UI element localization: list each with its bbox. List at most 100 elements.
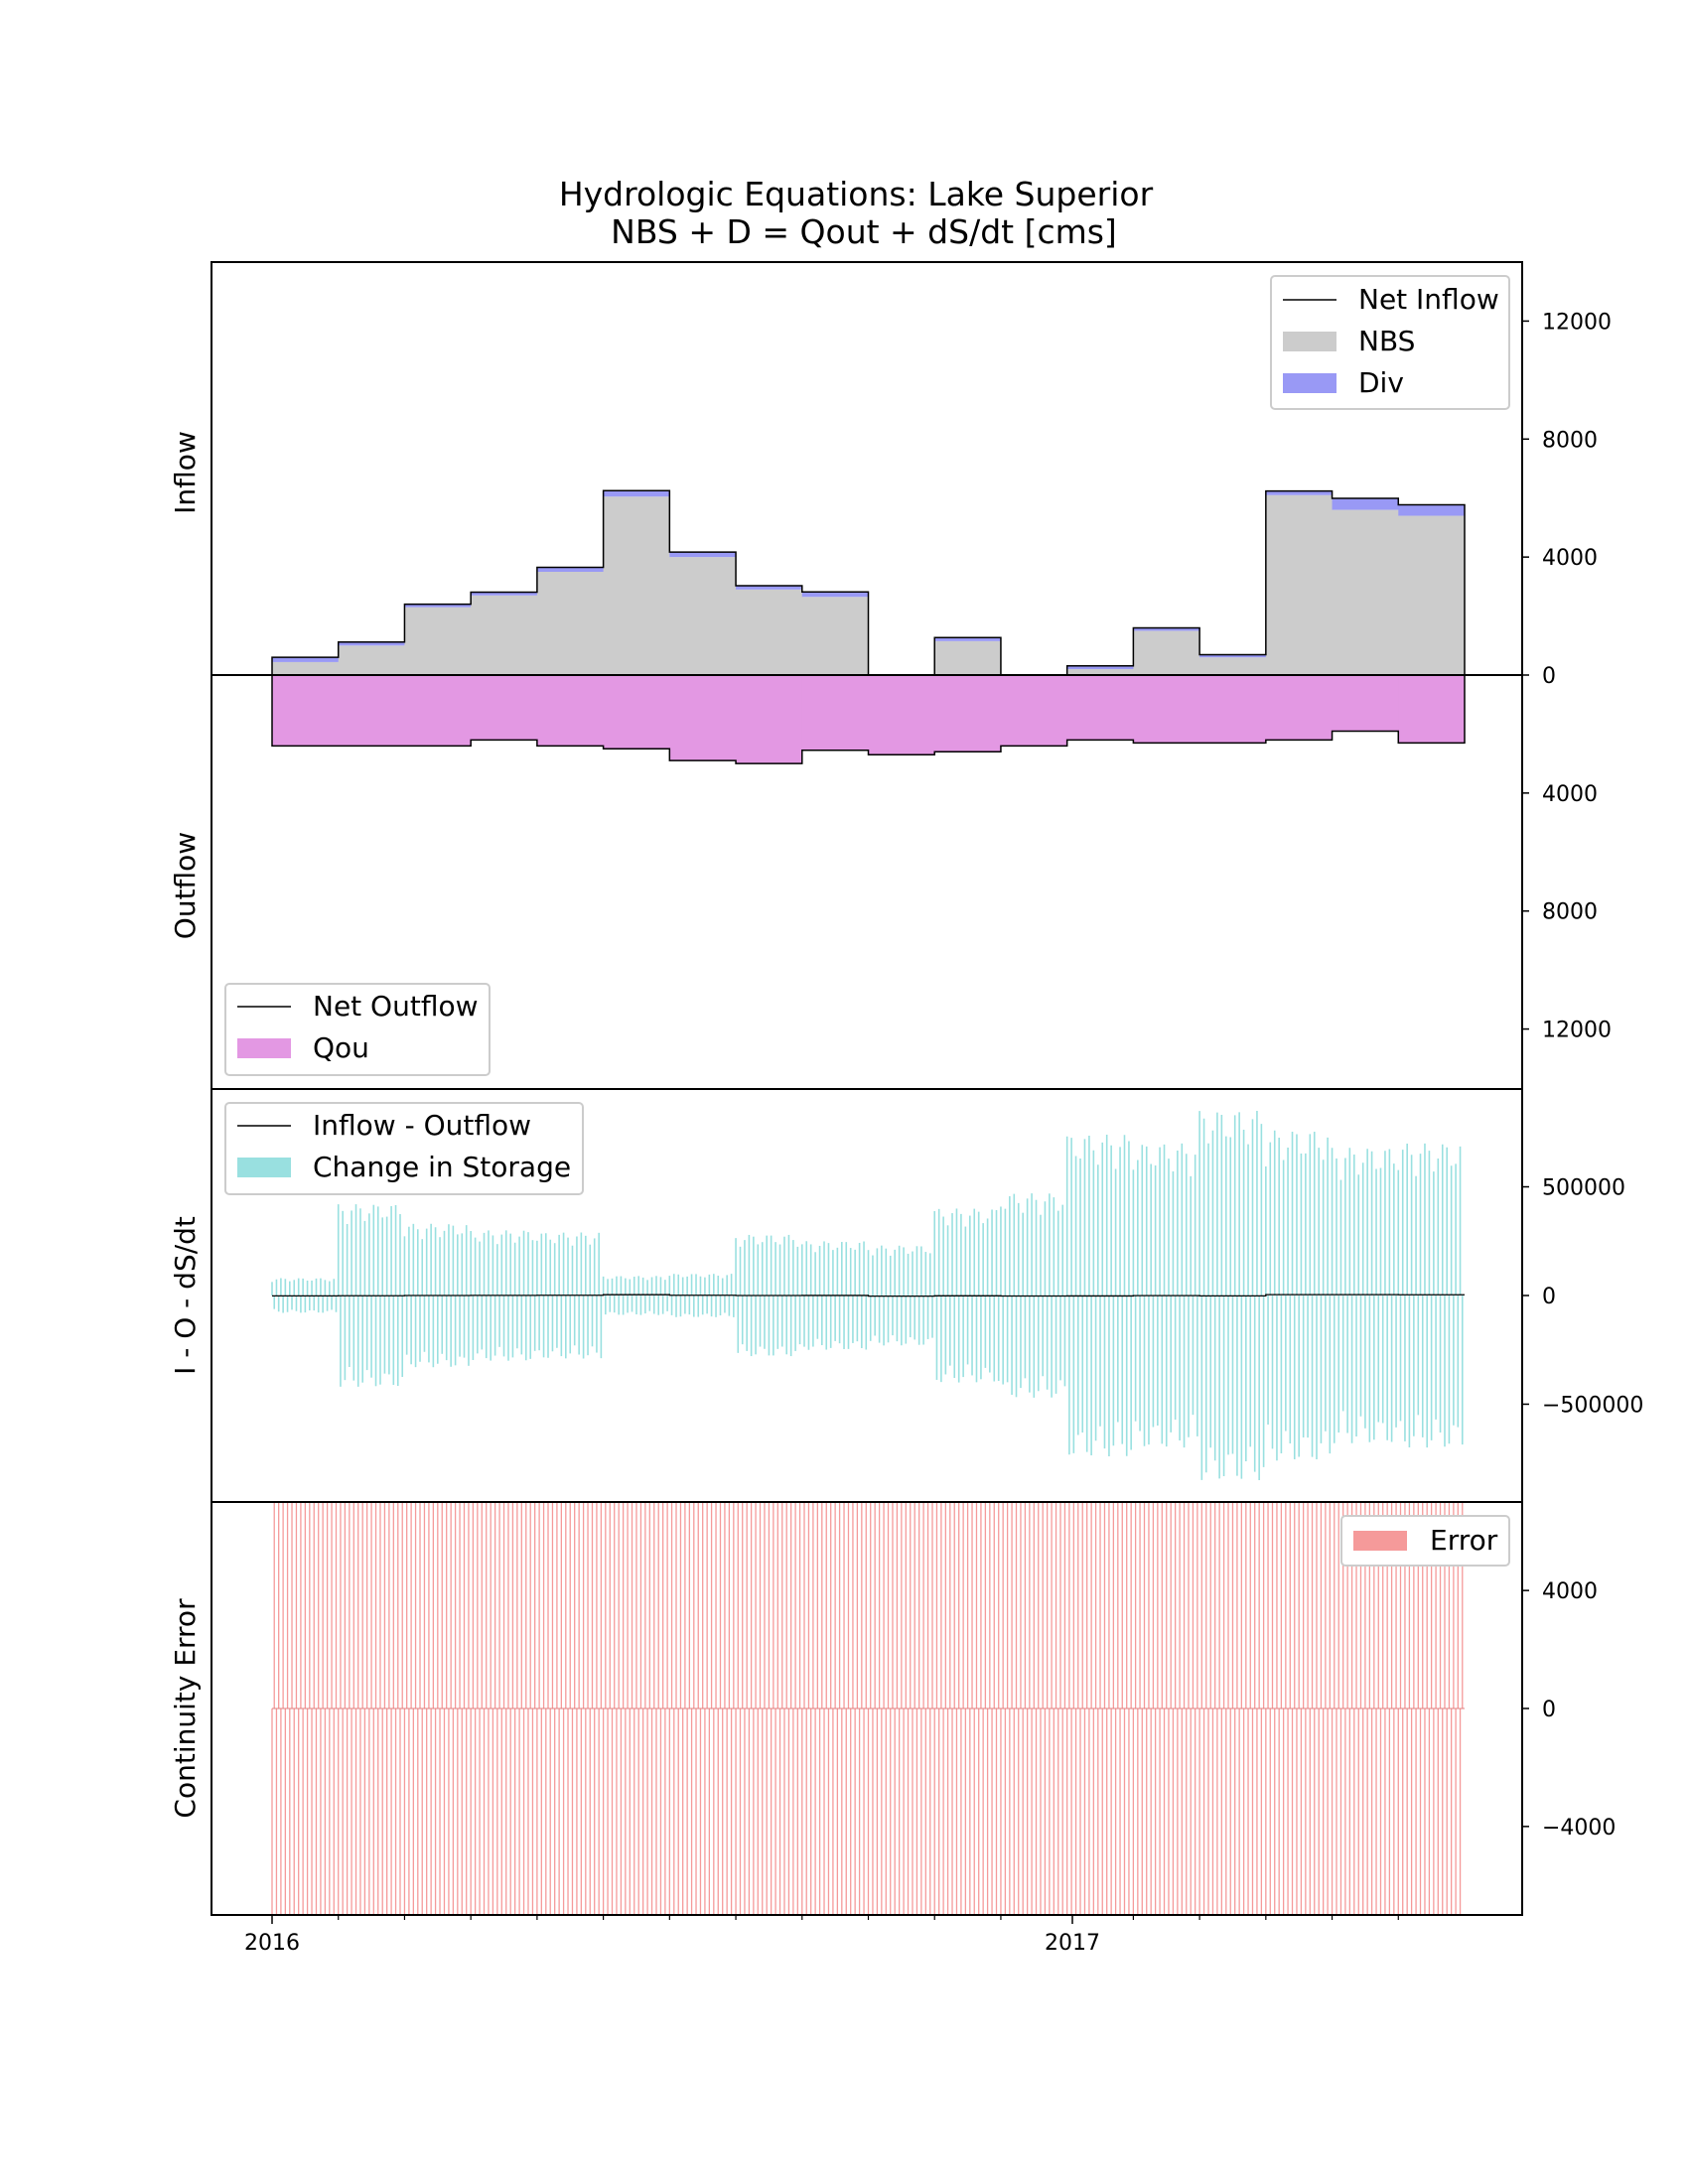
nbs-bar [272,661,340,675]
qou-bar [934,675,1002,752]
nbs-bar [801,597,869,675]
legend-outflow: Net Outflow Qou [224,983,491,1076]
div-bar [272,657,340,662]
nbs-bar [471,595,538,675]
div-bar [801,592,869,598]
legend-label-error: Error [1430,1524,1498,1557]
nbs-bar [1265,494,1334,675]
legend-box [224,1102,584,1195]
ylabel-outflow: Outflow [169,832,202,939]
qou-bar [272,675,340,747]
nbs-bar [1133,630,1200,675]
legend-error: Error [1340,1515,1510,1567]
chart-title: Hydrologic Equations: Lake Superior [559,175,1154,213]
div-bar [736,585,803,590]
y-tick-label: 8000 [1542,900,1598,925]
nbs-bar [603,496,670,675]
legend-swatch-nbs [1283,332,1336,351]
legend-swatch-div [1283,373,1336,393]
qou-bar [536,675,605,747]
legend-inflow: Net Inflow NBS Div [1270,275,1510,410]
qou-bar [404,675,472,747]
div-bar [1066,665,1134,670]
qou-bar [1398,675,1466,744]
div-bar [471,592,538,596]
div-bar [669,552,737,558]
legend-label-div: Div [1358,366,1404,399]
ylabel-error: Continuity Error [169,1598,202,1819]
div-bar [536,567,605,572]
nbs-bar [736,589,803,675]
legend-storage: Inflow - Outflow Change in Storage [224,1102,584,1195]
nbs-bar [1199,657,1267,675]
div-bar [1398,504,1466,516]
y-tick-label: 0 [1542,1285,1556,1309]
qou-bar [471,675,538,741]
error-panel [271,1503,1465,1914]
legend-box [1340,1515,1510,1567]
qou-bar [736,675,803,764]
storage-panel [271,1111,1465,1480]
div-bar [934,637,1002,641]
nbs-bar [934,640,1002,675]
qou-bar [1265,675,1334,741]
inflow-panel [271,489,1466,676]
y-tick-label: 0 [1542,1698,1556,1722]
ylabel-storage: I - O - dS/dt [169,1216,202,1375]
legend-swatch-error [1353,1531,1407,1551]
y-tick-label: 12000 [1542,310,1612,335]
legend-label-qou: Qou [313,1031,369,1064]
div-bar [1133,627,1200,631]
y-tick-label: 4000 [1542,782,1598,807]
y-tick-label: 12000 [1542,1019,1612,1043]
y-tick-label: 4000 [1542,546,1598,571]
y-tick-label: 500000 [1542,1176,1625,1201]
x-tick-label-2017: 2017 [1045,1931,1100,1956]
y-tick-label: 0 [1542,664,1556,689]
nbs-bar [338,645,405,675]
nbs-bar [669,557,737,675]
qou-bar [801,675,869,751]
legend-box [224,983,491,1076]
qou-bar [1000,675,1068,747]
qou-bar [868,675,935,755]
qou-bar [1133,675,1200,744]
outflow-panel [211,674,1522,764]
legend-label-net-outflow: Net Outflow [313,990,478,1023]
y-tick-label: −4000 [1542,1816,1616,1841]
div-bar [404,604,472,608]
net-outflow-line [271,675,1466,764]
qou-bar [603,675,670,750]
legend-label-inflow-outflow: Inflow - Outflow [313,1109,531,1142]
nbs-bar [536,572,605,675]
qou-bar [1199,675,1267,744]
y-ticks: 0 4000 8000 12000 4000 8000 12000 −500000 0 50000… [1522,310,1643,1841]
div-bar [603,490,670,497]
legend-label-net-inflow: Net Inflow [1358,283,1499,316]
qou-bar [669,675,737,761]
x-tick-label-2016: 2016 [244,1931,300,1956]
y-tick-label: −500000 [1542,1393,1643,1418]
nbs-bar [1066,669,1134,675]
qou-bar [1066,675,1134,741]
div-bar [1199,654,1267,658]
chart-subtitle: NBS + D = Qout + dS/dt [cms] [611,212,1117,251]
div-bar [1265,490,1334,495]
y-tick-label: 4000 [1542,1579,1598,1604]
legend-swatch-qou [237,1038,291,1058]
net-inflow-line [271,489,1466,676]
div-bar [338,641,405,646]
div-bar [1332,498,1399,510]
nbs-bar [1398,515,1466,675]
legend-label-nbs: NBS [1358,325,1415,357]
legend-swatch-change-in-storage [237,1158,291,1177]
x-ticks [271,1915,1399,1924]
nbs-bar [404,607,472,675]
legend-label-change-in-storage: Change in Storage [313,1151,571,1183]
nbs-bar [1332,509,1399,675]
qou-bar [338,675,405,747]
ylabel-inflow: Inflow [169,431,202,514]
inflow-outflow-line [272,1294,1465,1297]
y-tick-label: 8000 [1542,428,1598,453]
